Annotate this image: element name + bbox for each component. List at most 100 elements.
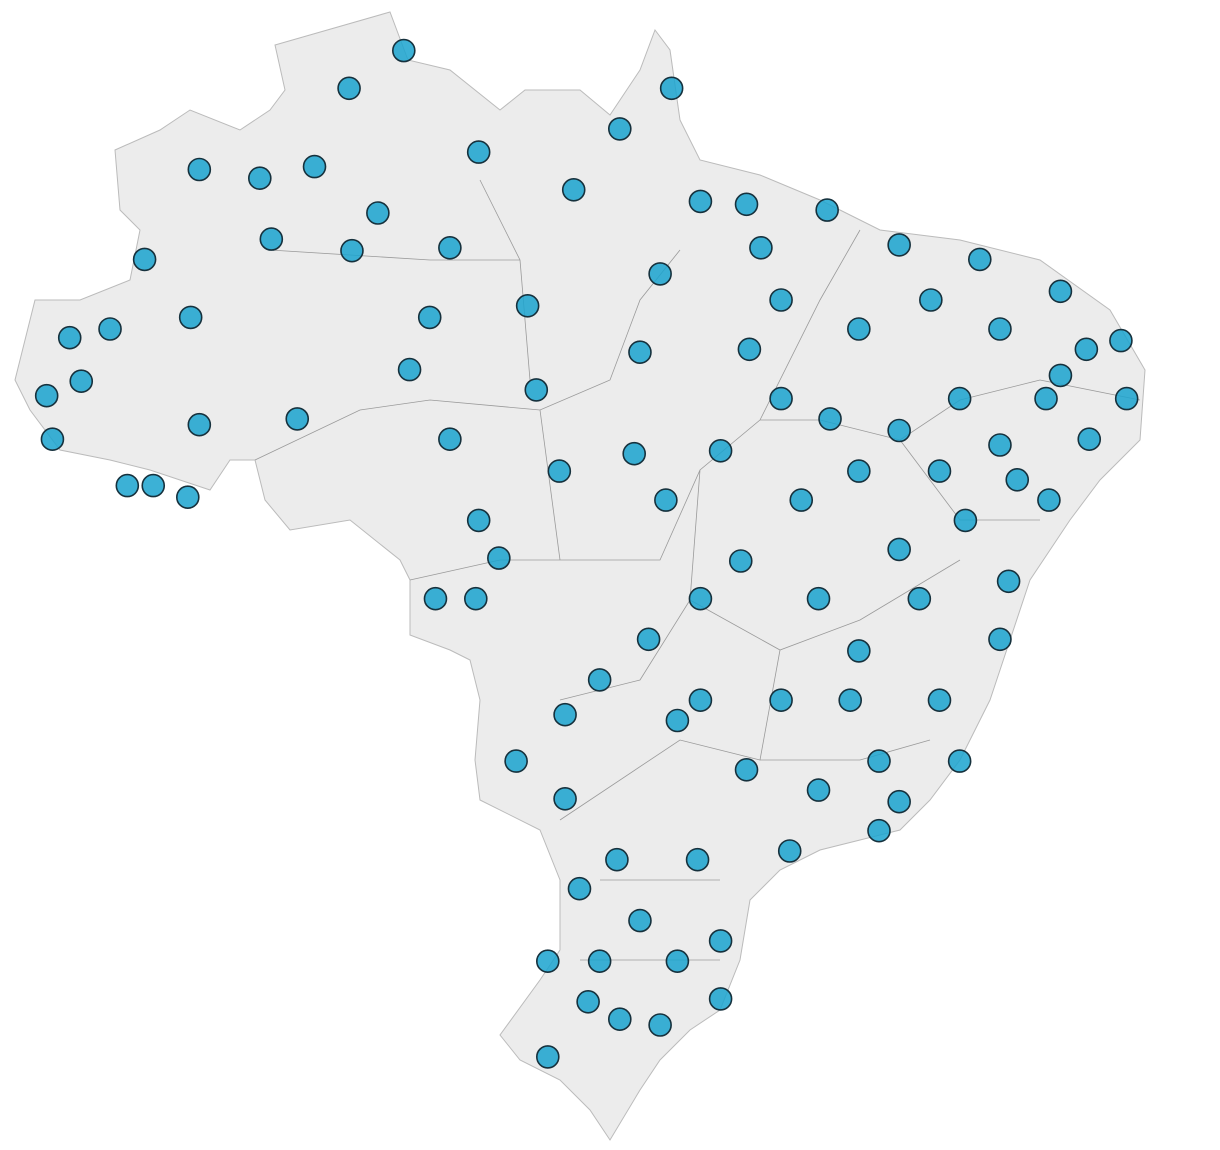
location-dot xyxy=(806,586,831,611)
location-dot xyxy=(115,473,140,498)
location-dot xyxy=(708,438,733,463)
location-dot xyxy=(919,288,943,312)
location-dot xyxy=(34,383,59,408)
location-dot xyxy=(734,192,759,217)
location-dot xyxy=(524,378,549,402)
location-dot xyxy=(340,238,364,263)
location-dot xyxy=(466,508,491,533)
location-dot xyxy=(628,908,652,933)
location-dot xyxy=(648,262,672,286)
location-dot xyxy=(967,247,992,272)
location-dot xyxy=(423,586,448,611)
location-dot xyxy=(1114,386,1139,411)
location-dot xyxy=(587,949,612,974)
location-dot xyxy=(708,987,733,1011)
location-dot xyxy=(688,586,713,611)
location-dot xyxy=(1074,337,1099,362)
location-dot xyxy=(769,386,793,411)
location-dot xyxy=(867,749,891,773)
location-dot xyxy=(847,317,871,341)
location-dot xyxy=(1077,427,1102,452)
location-dot xyxy=(988,433,1012,457)
location-dot xyxy=(547,459,572,483)
location-dot xyxy=(463,586,488,611)
location-dot xyxy=(57,325,82,350)
location-dot xyxy=(847,459,871,483)
location-dot xyxy=(927,688,952,713)
location-dot xyxy=(535,949,560,974)
location-dot xyxy=(187,412,212,437)
location-dot xyxy=(734,757,759,782)
location-dot xyxy=(40,427,65,452)
location-dot xyxy=(607,117,632,141)
location-dot xyxy=(659,76,684,101)
location-dot xyxy=(806,778,831,802)
location-dot xyxy=(438,236,462,260)
location-dot xyxy=(769,688,793,713)
location-dot xyxy=(622,441,647,466)
location-dot xyxy=(769,288,793,312)
location-dot xyxy=(737,337,762,362)
location-dot xyxy=(187,157,212,182)
location-dot xyxy=(535,1045,560,1069)
country-shape xyxy=(14,11,1146,1141)
location-dot xyxy=(988,317,1012,341)
location-dot xyxy=(98,317,122,341)
location-dot xyxy=(561,178,586,202)
location-dot xyxy=(132,247,157,272)
location-dot xyxy=(996,569,1021,594)
location-dot xyxy=(789,488,814,512)
location-dot xyxy=(438,427,462,452)
location-dot xyxy=(988,627,1012,652)
location-dot xyxy=(607,1007,632,1032)
location-dot xyxy=(728,549,753,573)
location-dot xyxy=(887,233,911,257)
location-dot xyxy=(749,236,773,260)
location-dot xyxy=(636,627,661,652)
location-dot xyxy=(515,293,540,318)
location-dot xyxy=(1048,279,1073,304)
location-dot xyxy=(553,702,577,727)
location-dot xyxy=(953,508,978,533)
location-dot xyxy=(838,688,863,713)
location-dot xyxy=(504,749,528,773)
location-dot xyxy=(466,140,491,164)
location-dot xyxy=(176,485,200,510)
location-dot xyxy=(665,708,690,733)
location-dot xyxy=(708,929,733,953)
location-dot xyxy=(887,418,911,443)
location-dot xyxy=(947,749,972,773)
location-dot xyxy=(576,989,600,1014)
location-dot xyxy=(337,76,361,101)
location-dot xyxy=(665,949,690,974)
location-dot xyxy=(867,818,891,843)
location-dot xyxy=(654,488,678,512)
location-dot xyxy=(417,305,442,330)
location-dot xyxy=(141,473,166,498)
location-dot xyxy=(1005,467,1030,492)
location-dot xyxy=(553,786,577,811)
location-dot xyxy=(1109,328,1133,353)
location-dot xyxy=(69,369,94,394)
location-dot xyxy=(818,407,842,431)
location-dot xyxy=(397,357,422,382)
location-dot xyxy=(887,537,911,562)
location-dot xyxy=(628,340,652,365)
location-dot xyxy=(847,639,871,663)
location-dot xyxy=(247,166,272,190)
location-dot xyxy=(927,459,952,483)
location-dot xyxy=(685,847,710,872)
location-dot xyxy=(587,668,612,692)
location-dot xyxy=(391,38,416,63)
location-dot xyxy=(366,201,390,225)
location-dot xyxy=(285,407,310,431)
location-dot xyxy=(947,386,972,411)
location-dot xyxy=(1034,386,1058,411)
location-dot xyxy=(567,876,592,901)
location-dot xyxy=(302,154,327,179)
location-dot xyxy=(777,839,802,863)
location-dot xyxy=(1048,363,1073,388)
location-dot xyxy=(605,847,629,872)
